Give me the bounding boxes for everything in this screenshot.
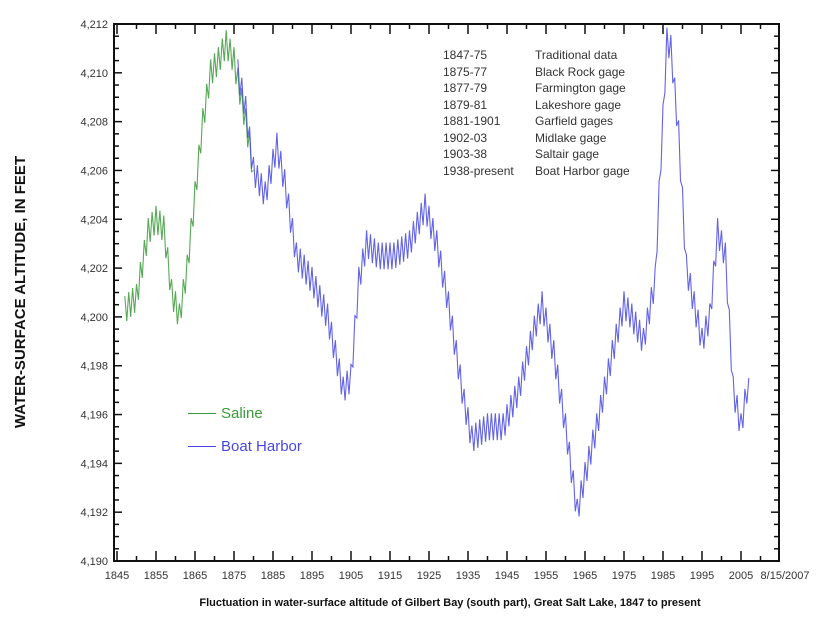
legend: Saline Boat Harbor	[188, 397, 302, 463]
x-tick-label: 1995	[690, 570, 714, 582]
x-tick-label: 1955	[534, 570, 558, 582]
y-tick-label: 4,192	[80, 507, 108, 519]
x-tick-label: 1845	[105, 570, 129, 582]
legend-item-saline: Saline	[188, 397, 302, 430]
note-row: 1902-03 Midlake gage	[443, 130, 607, 145]
gage-notes: 1847-75 Traditional data 1875-77 Black Roc…	[443, 47, 630, 179]
x-tick-label: 1915	[378, 570, 402, 582]
note-row: 1881-1901 Garfield gages	[443, 114, 614, 128]
x-tick-label: 1975	[612, 570, 636, 582]
note-row: 1938-present Boat Harbor gage	[443, 163, 630, 178]
x-tick-label: 1905	[339, 570, 363, 582]
y-tick-label: 4,198	[80, 361, 108, 373]
y-tick-label: 4,202	[80, 263, 108, 275]
x-tick-label: 1865	[183, 570, 207, 582]
note-row: 1875-77 Black Rock gage	[443, 64, 626, 79]
x-tick-label: 1885	[261, 570, 285, 582]
y-axis-title: WATER-SURFACE ALTITUDE, IN FEET	[12, 155, 29, 429]
y-tick-label: 4,206	[80, 165, 108, 177]
x-tick-label: 1935	[456, 570, 480, 582]
y-tick-label: 4,204	[80, 214, 108, 226]
x-axis-title: Fluctuation in water-surface altitude of…	[199, 597, 701, 609]
series-line-saline	[124, 30, 254, 325]
y-tick-label: 4,190	[80, 556, 108, 568]
x-tick-label: 1925	[417, 570, 441, 582]
note-row: 1879-81 Lakeshore gage	[443, 97, 622, 112]
x-tick-label: 1855	[144, 570, 168, 582]
legend-item-boat-harbor: Boat Harbor	[188, 430, 302, 463]
legend-swatch-boat-harbor	[188, 446, 216, 447]
y-tick-label: 4,212	[80, 19, 108, 31]
x-tick-label: 1895	[300, 570, 324, 582]
note-row: 1847-75 Traditional data	[443, 48, 618, 62]
x-tick-label: 1945	[495, 570, 519, 582]
y-tick-label: 4,208	[80, 117, 108, 129]
y-tick-label: 4,196	[80, 410, 108, 422]
legend-swatch-saline	[188, 413, 216, 414]
x-tick-label: 1985	[651, 570, 675, 582]
x-tick-label: 1875	[222, 570, 246, 582]
note-row: 1903-38 Saltair gage	[443, 147, 600, 161]
x-tick-label: 2005	[729, 570, 753, 582]
note-row: 1877-79 Farmington gage	[443, 81, 626, 95]
x-tick-label: 8/15/2007	[761, 570, 810, 582]
series-line-boat-harbor	[237, 27, 750, 517]
y-tick-label: 4,194	[80, 458, 108, 470]
x-tick-label: 1965	[573, 570, 597, 582]
y-tick-label: 4,200	[80, 312, 108, 324]
y-tick-label: 4,210	[80, 68, 108, 80]
